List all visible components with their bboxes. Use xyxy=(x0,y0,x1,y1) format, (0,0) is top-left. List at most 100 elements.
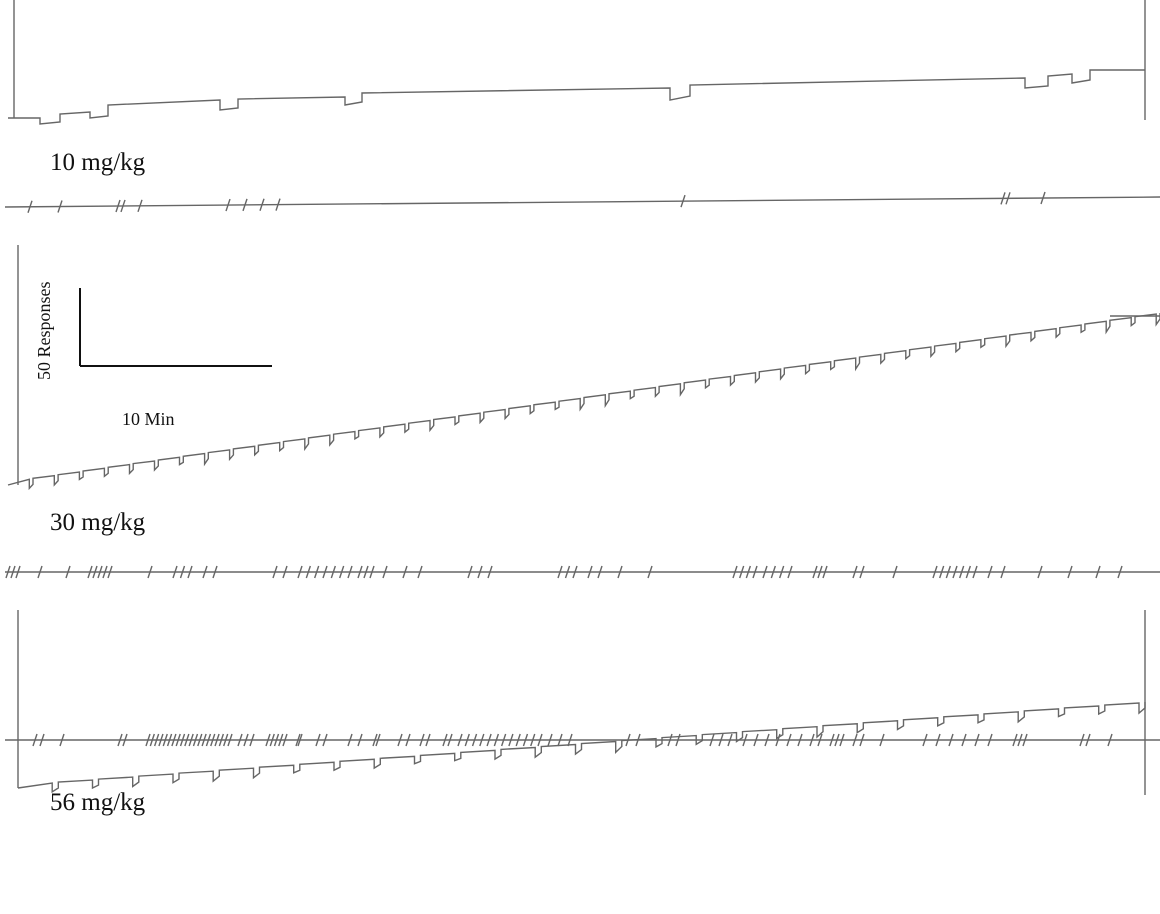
event-tick xyxy=(179,733,186,747)
event-tick xyxy=(567,733,573,747)
event-tick xyxy=(817,733,823,747)
event-tick xyxy=(382,565,388,579)
event-tick xyxy=(202,565,208,579)
event-tick xyxy=(812,565,818,579)
event-tick xyxy=(201,733,207,747)
event-tick xyxy=(117,733,123,747)
event-tick xyxy=(187,565,193,579)
event-tick xyxy=(171,733,177,747)
event-tick xyxy=(617,565,623,579)
event-tick xyxy=(237,733,243,747)
event-tick xyxy=(297,733,303,747)
event-tick xyxy=(102,565,108,579)
event-tick xyxy=(59,733,65,747)
event-tick xyxy=(32,733,38,747)
event-tick xyxy=(1095,565,1101,579)
event-tick xyxy=(479,733,485,747)
event-tick xyxy=(259,198,265,211)
event-tick xyxy=(39,733,45,747)
event-tick xyxy=(961,733,967,747)
event-tick xyxy=(530,733,536,747)
event-tick xyxy=(27,200,33,213)
event-tick xyxy=(948,733,954,747)
event-tick xyxy=(242,198,248,212)
event-tick xyxy=(175,733,181,747)
event-tick xyxy=(305,565,311,579)
event-tick xyxy=(442,733,448,747)
event-tick xyxy=(322,565,328,579)
event-tick xyxy=(557,733,563,747)
event-tick xyxy=(179,565,186,579)
event-tick xyxy=(282,565,288,579)
event-tick xyxy=(275,198,281,211)
event-tick xyxy=(405,733,411,747)
event-tick xyxy=(718,733,724,747)
event-tick xyxy=(1117,565,1123,579)
event-tick xyxy=(647,565,653,579)
event-tick xyxy=(205,733,212,747)
event-tick xyxy=(945,565,951,579)
event-tick xyxy=(166,733,173,747)
event-tick xyxy=(564,565,571,579)
event-tick xyxy=(932,565,938,579)
event-tick xyxy=(486,733,492,747)
event-tick xyxy=(330,565,336,579)
event-tick xyxy=(1000,565,1006,579)
event-tick xyxy=(515,733,521,747)
event-tick xyxy=(10,565,16,579)
event-tick xyxy=(1005,192,1011,205)
event-tick xyxy=(987,733,993,747)
event-tick xyxy=(522,733,529,747)
event-tick xyxy=(97,565,103,579)
event-tick xyxy=(272,565,278,579)
scale-y-label: 50 Responses xyxy=(34,282,54,381)
event-tick xyxy=(587,565,593,579)
event-tick xyxy=(153,733,160,747)
event-tick xyxy=(742,733,748,747)
event-tick xyxy=(809,733,815,747)
event-tick xyxy=(192,733,199,747)
event-tick xyxy=(315,733,321,747)
event-tick xyxy=(786,733,792,747)
event-tick xyxy=(243,733,249,747)
event-tick xyxy=(1000,192,1006,205)
event-tick xyxy=(218,733,225,747)
event-tick xyxy=(987,565,993,579)
event-tick xyxy=(1067,565,1073,579)
event-tick xyxy=(829,733,835,747)
event-tick xyxy=(939,565,945,579)
event-tick xyxy=(852,565,858,579)
event-tick xyxy=(779,565,785,579)
event-tick xyxy=(852,733,858,747)
event-tick xyxy=(87,565,93,579)
event-tick xyxy=(37,565,43,579)
event-tick xyxy=(745,565,751,579)
event-tick xyxy=(314,565,320,579)
event-tick xyxy=(419,733,425,747)
event-tick xyxy=(115,199,121,213)
scale-x-label: 10 Min xyxy=(122,409,175,429)
event-tick xyxy=(817,565,823,579)
event-tick xyxy=(57,200,63,213)
event-tick xyxy=(214,733,220,747)
cumulative-record xyxy=(7,313,1160,491)
event-tick xyxy=(137,199,143,213)
event-tick xyxy=(149,733,155,747)
event-tick xyxy=(357,733,363,747)
event-tick xyxy=(120,199,126,213)
event-tick xyxy=(223,733,229,747)
event-tick xyxy=(347,565,353,579)
event-tick xyxy=(859,565,865,579)
event-tick xyxy=(727,733,733,747)
event-tick xyxy=(273,733,280,747)
event-tick xyxy=(339,565,345,579)
panel-label: 30 mg/kg xyxy=(50,509,146,536)
event-tick xyxy=(1037,565,1043,579)
panel-label: 10 mg/kg xyxy=(50,149,146,176)
event-tick xyxy=(493,733,500,747)
event-tick xyxy=(467,565,473,579)
event-tick xyxy=(363,565,369,579)
event-tick xyxy=(557,565,563,579)
event-tick xyxy=(269,733,275,747)
event-tick xyxy=(92,565,98,579)
